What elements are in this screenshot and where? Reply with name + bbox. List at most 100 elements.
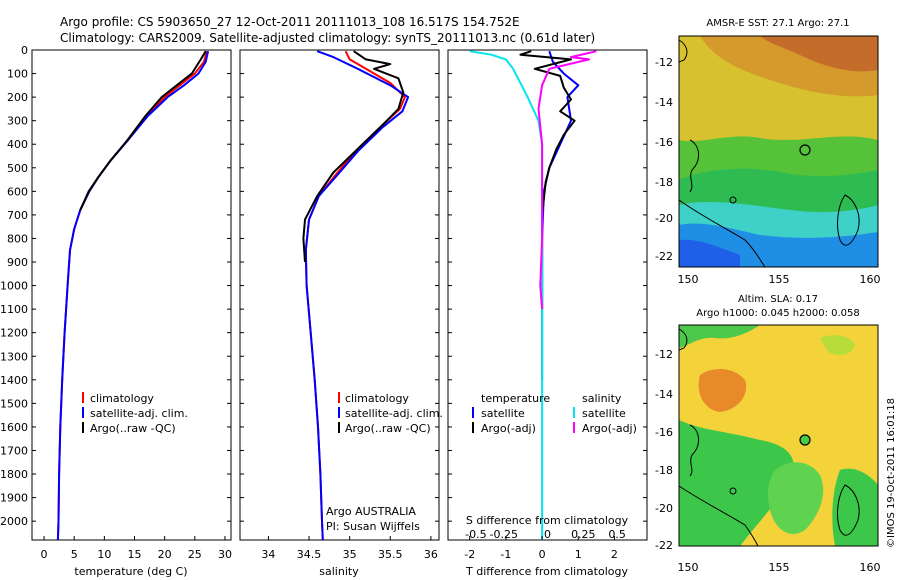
sla-map-title1: Altim. SLA: 0.17	[738, 294, 818, 305]
sst-lat-tick: -12	[655, 56, 673, 69]
difference-x2tick-label: 0	[544, 528, 551, 541]
sst-reef	[837, 194, 860, 246]
sst-map-lon-ticks: 150 155 160	[678, 273, 881, 286]
difference-x2tick-label: 0.5	[608, 528, 626, 541]
legend-swatch-temp-argo	[472, 422, 474, 433]
depth-tick-label: 1200	[0, 327, 28, 340]
difference-x2label: S difference from climatology	[466, 514, 629, 527]
sla-lat-tick: -12	[655, 348, 673, 361]
sla-lon-tick: 155	[769, 561, 790, 574]
legend-swatch-climatology	[82, 392, 84, 403]
legend-label-sal-satellite: satellite	[582, 407, 626, 420]
sst-lat-tick: -20	[655, 212, 673, 225]
legend-swatch-climatology	[338, 392, 340, 403]
sla-map-lon-ticks: 150 155 160	[678, 561, 881, 574]
legend-label-sal-argo: Argo(-adj)	[582, 422, 637, 435]
temperature-panel-frame	[31, 49, 232, 541]
legend-heading-salinity: salinity	[582, 392, 622, 405]
depth-tick-label: 100	[7, 68, 28, 81]
difference-x2tick-label: 0.25	[571, 528, 596, 541]
difference-legend: temperature satellite Argo(-adj) salinit…	[472, 392, 637, 435]
legend-label-climatology: climatology	[345, 392, 409, 405]
depth-tick-label: 600	[7, 185, 28, 198]
legend-swatch-temp-satellite	[472, 407, 474, 418]
salinity-panel-frame	[239, 49, 440, 541]
difference-xtick-label: 1	[575, 548, 582, 561]
sst-deep-blue-patch	[679, 239, 740, 267]
sst-map-title: AMSR-E SST: 27.1 Argo: 27.1	[706, 18, 849, 29]
difference-series-salinity-satellite	[469, 50, 544, 540]
sst-map	[678, 35, 879, 268]
sla-map	[678, 324, 879, 547]
sst-coastline	[678, 39, 766, 268]
sla-lat-tick: -14	[655, 388, 673, 401]
temperature-series-argo-raw-qc-	[79, 50, 207, 211]
temperature-legend: climatology satellite-adj. clim. Argo(..…	[82, 392, 188, 435]
sla-small-island	[729, 487, 737, 495]
title-line2: Climatology: CARS2009. Satellite-adjuste…	[60, 31, 595, 45]
salinity-series-argo-raw-qc-	[302, 50, 405, 263]
legend-label-climatology: climatology	[90, 392, 154, 405]
depth-tick-label: 1100	[0, 303, 28, 316]
legend-label-satellite: satellite-adj. clim.	[90, 407, 188, 420]
title-line1: Argo profile: CS 5903650_27 12-Oct-2011 …	[60, 15, 520, 29]
sst-lon-tick: 150	[678, 273, 699, 286]
sst-lon-tick: 155	[769, 273, 790, 286]
depth-tick-label: 0	[21, 44, 28, 57]
sst-argo-marker	[799, 144, 811, 156]
legend-swatch-sal-satellite	[573, 407, 575, 418]
sla-lat-tick: -22	[655, 539, 673, 552]
depth-tick-label: 1000	[0, 280, 28, 293]
sst-small-island	[729, 196, 737, 204]
salinity-xlabel: salinity	[319, 565, 359, 578]
depth-tick-label: 1900	[0, 492, 28, 505]
legend-swatch-satellite	[82, 407, 84, 418]
sla-green-patch-nw	[679, 325, 760, 348]
difference-xtick-label: -2	[464, 548, 475, 561]
difference-x2tick-label: -0.5	[465, 528, 486, 541]
salinity-xtick-label: 34.5	[297, 548, 322, 561]
argo-agency-annotation: Argo AUSTRALIA	[326, 505, 416, 518]
sla-map-lat-ticks: -12 -14 -16 -18 -20 -22	[655, 348, 673, 552]
temperature-xtick-label: 5	[71, 548, 78, 561]
sst-lat-tick: -14	[655, 96, 673, 109]
sla-coastline	[678, 328, 759, 547]
salinity-series-satellite-adj-clim-	[304, 50, 410, 541]
temperature-xtick-label: 30	[218, 548, 232, 561]
sla-lon-tick: 150	[678, 561, 699, 574]
legend-label-temp-argo: Argo(-adj)	[481, 422, 536, 435]
legend-swatch-sal-argo	[573, 422, 575, 433]
depth-tick-label: 900	[7, 256, 28, 269]
temperature-xtick-label: 10	[97, 548, 111, 561]
sla-map-title2: Argo h1000: 0.045 h2000: 0.058	[696, 308, 860, 319]
depth-tick-label: 1700	[0, 444, 28, 457]
sst-lat-tick: -16	[655, 136, 673, 149]
sla-lon-tick: 160	[860, 561, 881, 574]
depth-tick-label: 1800	[0, 468, 28, 481]
depth-tick-label: 400	[7, 138, 28, 151]
legend-label-argo: Argo(..raw -QC)	[90, 422, 176, 435]
legend-label-temp-satellite: satellite	[481, 407, 525, 420]
difference-xtick-label: -1	[500, 548, 511, 561]
sla-orange-patch	[698, 368, 747, 412]
imos-watermark: ©IMOS 19-Oct-2011 16:01:18	[886, 398, 897, 548]
temperature-xlabel: temperature (deg C)	[74, 565, 187, 578]
legend-label-argo: Argo(..raw -QC)	[345, 422, 431, 435]
difference-series-salinity-argo-adj-	[537, 50, 597, 310]
salinity-legend: climatology satellite-adj. clim. Argo(..…	[338, 392, 443, 435]
difference-x2tick-label: -0.25	[489, 528, 517, 541]
sla-green-patch-se	[832, 468, 878, 546]
sst-map-frame	[678, 35, 879, 268]
legend-swatch-argo	[338, 422, 340, 433]
temperature-xtick-label: 15	[128, 548, 142, 561]
depth-tick-label: 200	[7, 91, 28, 104]
difference-xtick-label: 2	[611, 548, 618, 561]
sst-lon-tick: 160	[860, 273, 881, 286]
sst-hottest-band	[760, 36, 878, 72]
sla-yellow-green-patch	[820, 335, 855, 356]
plot-lines	[56, 50, 597, 541]
pi-annotation: PI: Susan Wijffels	[326, 520, 420, 533]
temperature-series-climatology	[56, 50, 208, 541]
sla-lat-tick: -16	[655, 426, 673, 439]
